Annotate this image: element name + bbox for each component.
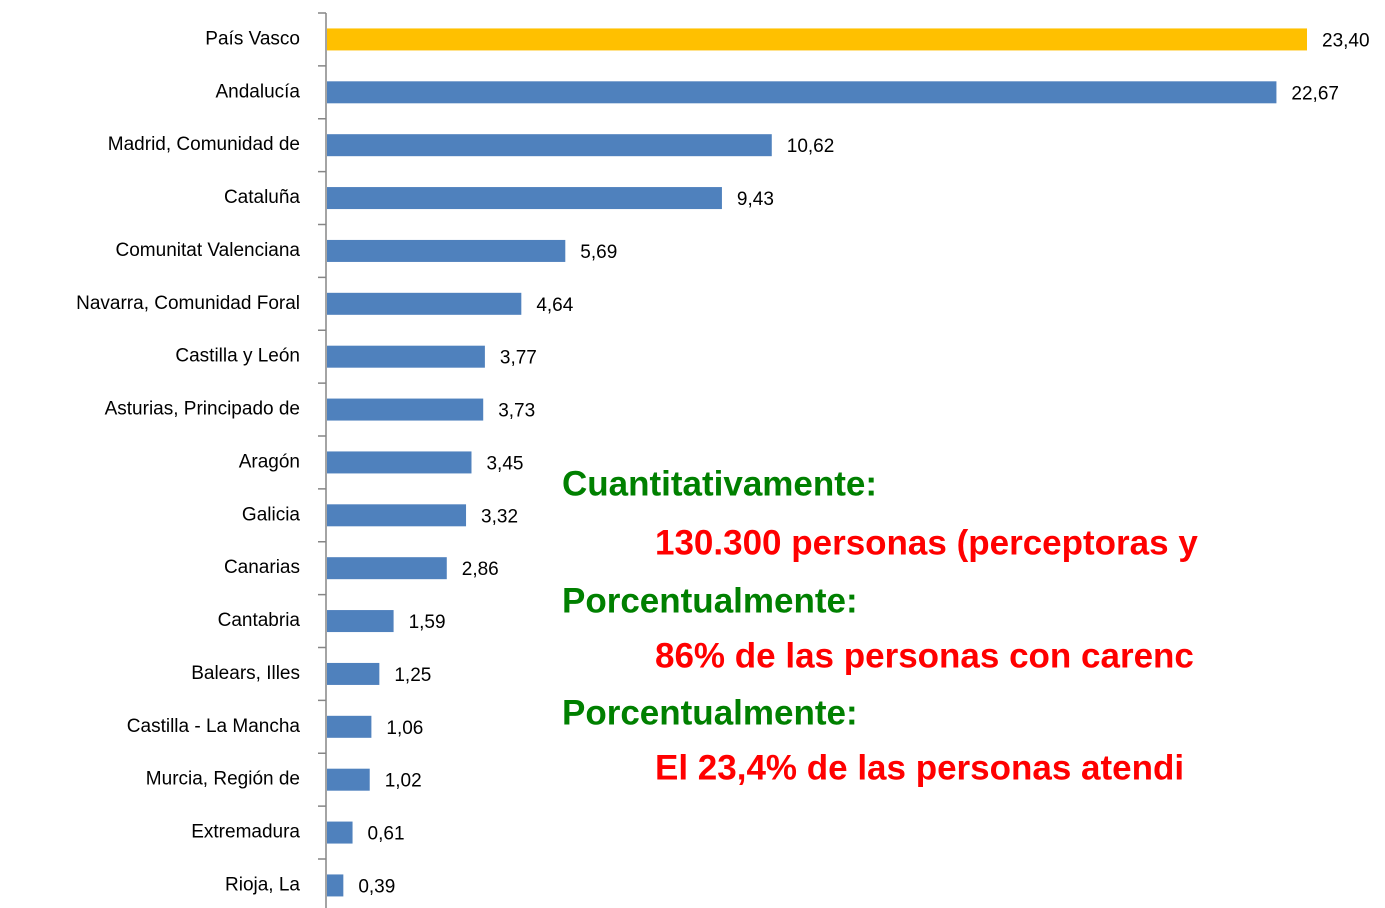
category-label: Madrid, Comunidad de [108, 134, 300, 155]
category-label: Murcia, Región de [146, 769, 300, 790]
value-label: 9,43 [737, 189, 774, 210]
category-label: Castilla - La Mancha [127, 716, 301, 737]
category-label: Asturias, Principado de [105, 399, 300, 420]
value-label: 1,25 [394, 665, 431, 686]
category-label: Navarra, Comunidad Foral [76, 293, 300, 314]
bar [327, 398, 484, 421]
bar [327, 134, 772, 157]
bar [327, 821, 353, 844]
annotation: 130.300 personas (perceptoras y [655, 523, 1198, 562]
bar [327, 662, 380, 685]
category-label: Comunitat Valenciana [116, 240, 301, 261]
value-label: 23,40 [1322, 30, 1370, 51]
bar [327, 239, 566, 262]
bar [327, 292, 522, 315]
value-label: 1,06 [386, 718, 423, 739]
value-label: 22,67 [1291, 83, 1339, 104]
value-label: 3,45 [486, 453, 523, 474]
value-label: 0,61 [368, 824, 405, 845]
value-label: 3,73 [498, 401, 535, 422]
category-label: Cataluña [224, 187, 300, 208]
bar [327, 28, 1307, 51]
value-label: 0,39 [358, 876, 395, 897]
category-label: Aragón [239, 451, 300, 472]
bar [327, 81, 1277, 104]
annotation: El 23,4% de las personas atendi [655, 748, 1184, 787]
category-label: Cantabria [218, 610, 301, 631]
category-label: Canarias [224, 557, 300, 578]
category-label: Galicia [242, 504, 301, 525]
value-label: 4,64 [536, 295, 573, 316]
bar [327, 504, 467, 527]
annotation: Porcentualmente: [562, 693, 858, 732]
category-label: Balears, Illes [191, 663, 300, 684]
bar [327, 610, 394, 633]
value-label: 1,59 [409, 612, 446, 633]
bar [327, 451, 472, 474]
category-label: Rioja, La [225, 874, 300, 895]
bar [327, 345, 485, 368]
category-label: Castilla y León [175, 346, 300, 367]
value-label: 1,02 [385, 771, 422, 792]
bar [327, 715, 372, 738]
bar [327, 557, 447, 580]
category-label: Extremadura [191, 822, 300, 843]
value-label: 5,69 [580, 242, 617, 263]
category-label: Andalucía [215, 81, 300, 102]
bar [327, 874, 344, 897]
value-label: 10,62 [787, 136, 835, 157]
category-label: País Vasco [205, 28, 300, 49]
bar [327, 187, 722, 210]
annotation: 86% de las personas con carenc [655, 636, 1194, 675]
annotation: Cuantitativamente: [562, 464, 877, 503]
annotation: Porcentualmente: [562, 581, 858, 620]
value-label: 3,32 [481, 506, 518, 527]
value-label: 2,86 [462, 559, 499, 580]
bar [327, 768, 370, 791]
value-label: 3,77 [500, 348, 537, 369]
